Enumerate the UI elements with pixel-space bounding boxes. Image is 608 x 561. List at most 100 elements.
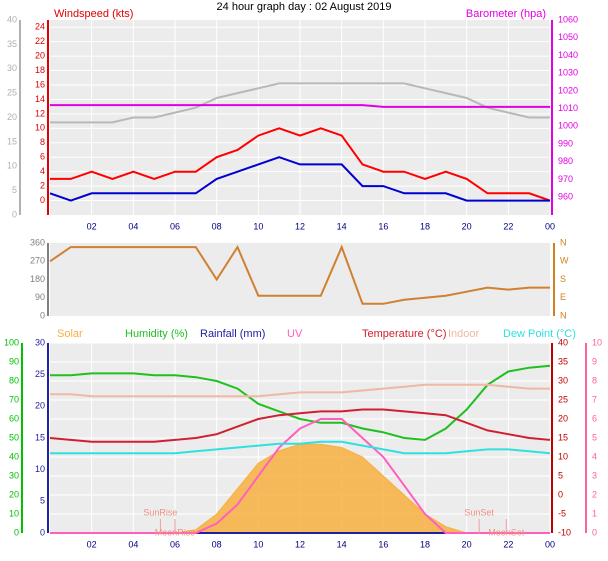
y-tick-label: 3 (592, 470, 597, 480)
y-tick-label: 30 (558, 375, 568, 385)
annotation: MoonRise (155, 527, 196, 537)
y-tick-label: W (560, 256, 569, 266)
y-tick-label: 0 (40, 527, 45, 537)
legend-label: Solar (57, 328, 83, 340)
x-tick-label: 22 (503, 539, 513, 549)
y-tick-label: 100 (4, 337, 19, 347)
y-tick-label: 10 (35, 123, 45, 133)
x-tick-label: 20 (462, 221, 472, 231)
x-tick-label: 18 (420, 539, 430, 549)
y-tick-label: 2 (40, 180, 45, 190)
x-tick-label: 04 (128, 221, 138, 231)
y-tick-label: 0 (558, 489, 563, 499)
y-tick-label: 12 (35, 108, 45, 118)
y-tick-label: 1030 (558, 68, 578, 78)
legend-label: Dew Point (°C) (503, 328, 576, 340)
y-tick-label: 20 (9, 489, 19, 499)
y-tick-label: 15 (7, 136, 17, 146)
x-tick-label: 12 (295, 539, 305, 549)
y-tick-label: 90 (9, 356, 19, 366)
legend-label: Rainfall (mm) (200, 328, 265, 340)
y-tick-label: 20 (35, 401, 45, 411)
y-tick-label: 9 (592, 356, 597, 366)
y-tick-label: 60 (9, 413, 19, 423)
y-tick-label: 15 (35, 432, 45, 442)
y-tick-label: 10 (35, 464, 45, 474)
y-tick-label: 1000 (558, 121, 578, 131)
chart-title: 24 hour graph day : 02 August 2019 (217, 1, 392, 13)
y-tick-label: 22 (35, 36, 45, 46)
y-tick-label: 360 (30, 237, 45, 247)
x-tick-label: 10 (253, 221, 263, 231)
y-tick-label: 6 (40, 152, 45, 162)
y-tick-label: 8 (592, 375, 597, 385)
axis-title: Windspeed (kts) (54, 8, 133, 20)
x-tick-label: 16 (378, 221, 388, 231)
y-tick-label: 10 (558, 451, 568, 461)
y-tick-label: 25 (7, 88, 17, 98)
line (50, 104, 550, 108)
y-tick-label: 80 (9, 375, 19, 385)
y-tick-label: 5 (592, 432, 597, 442)
line (49, 244, 550, 305)
y-tick-label: 960 (558, 192, 573, 202)
y-tick-label: 8 (40, 137, 45, 147)
x-tick-label: 04 (128, 539, 138, 549)
x-tick-label: 14 (337, 539, 347, 549)
y-tick-label: 90 (35, 292, 45, 302)
x-tick-label: 14 (337, 221, 347, 231)
y-tick-label: -10 (558, 527, 571, 537)
y-tick-label: N (560, 237, 567, 247)
y-tick-label: 180 (30, 274, 45, 284)
legend-label: Temperature (°C) (362, 328, 446, 340)
y-tick-label: 35 (558, 356, 568, 366)
y-tick-label: 1010 (558, 103, 578, 113)
y-tick-label: 1020 (558, 85, 578, 95)
y-tick-label: 0 (592, 527, 597, 537)
line (50, 127, 551, 202)
y-tick-label: 30 (35, 337, 45, 347)
legend-label: Indoor (448, 328, 480, 340)
x-tick-label: 08 (212, 221, 222, 231)
line (50, 364, 551, 441)
y-tick-label: 5 (558, 470, 563, 480)
x-tick-label: 06 (170, 221, 180, 231)
y-tick-label: 6 (592, 413, 597, 423)
x-tick-label: 18 (420, 221, 430, 231)
x-tick-label: 06 (170, 539, 180, 549)
y-tick-label: 35 (7, 39, 17, 49)
y-tick-label: 20 (7, 112, 17, 122)
y-tick-label: 0 (14, 527, 19, 537)
y-tick-label: 2 (592, 489, 597, 499)
x-tick-label: 02 (87, 221, 97, 231)
annotation: MoonSet (488, 527, 525, 537)
y-tick-label: 0 (40, 310, 45, 320)
y-tick-label: 980 (558, 156, 573, 166)
x-tick-label: 16 (378, 539, 388, 549)
y-tick-label: 30 (7, 63, 17, 73)
legend-label: Humidity (%) (125, 328, 188, 340)
y-tick-label: 1040 (558, 50, 578, 60)
y-tick-label: 10 (9, 508, 19, 518)
y-tick-label: 20 (558, 413, 568, 423)
y-tick-label: 0 (12, 209, 17, 219)
x-tick-label: 00 (545, 221, 555, 231)
y-tick-label: 50 (9, 432, 19, 442)
y-tick-label: 5 (12, 185, 17, 195)
x-tick-label: 02 (87, 539, 97, 549)
axis-title: Barometer (hpa) (466, 8, 546, 20)
x-tick-label: 22 (503, 221, 513, 231)
y-tick-label: 24 (35, 22, 45, 32)
annotation: SunSet (464, 507, 494, 517)
y-tick-label: 5 (40, 496, 45, 506)
annotation: SunRise (143, 507, 177, 517)
line (50, 418, 550, 534)
plot-bg (50, 243, 550, 316)
y-tick-label: 970 (558, 174, 573, 184)
y-tick-label: 4 (592, 451, 597, 461)
line (50, 82, 550, 124)
y-tick-label: 40 (9, 451, 19, 461)
x-tick-label: 12 (295, 221, 305, 231)
x-tick-label: 00 (545, 539, 555, 549)
